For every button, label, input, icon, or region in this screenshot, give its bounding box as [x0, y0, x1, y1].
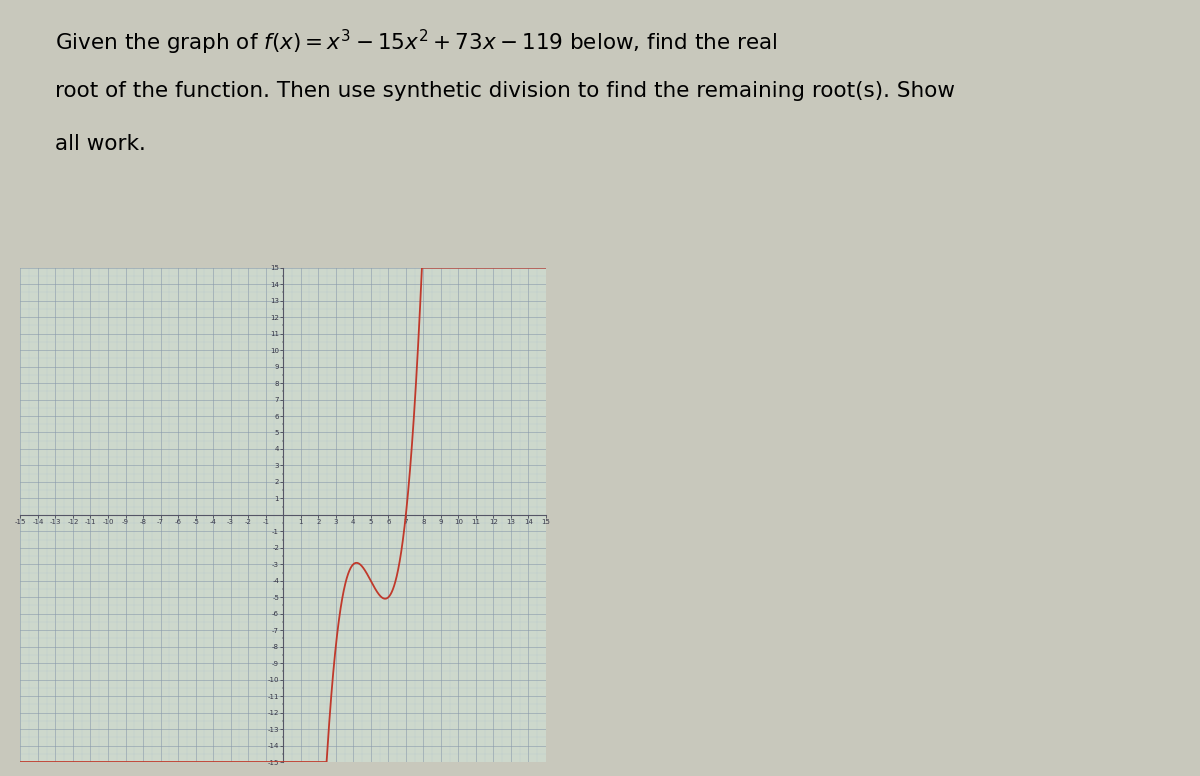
Text: all work.: all work. — [55, 133, 146, 154]
Text: Given the graph of $f(x) = x^3 - 15x^2 + 73x - 119$ below, find the real: Given the graph of $f(x) = x^3 - 15x^2 +… — [55, 28, 778, 57]
Text: root of the function. Then use synthetic division to find the remaining root(s).: root of the function. Then use synthetic… — [55, 81, 955, 101]
